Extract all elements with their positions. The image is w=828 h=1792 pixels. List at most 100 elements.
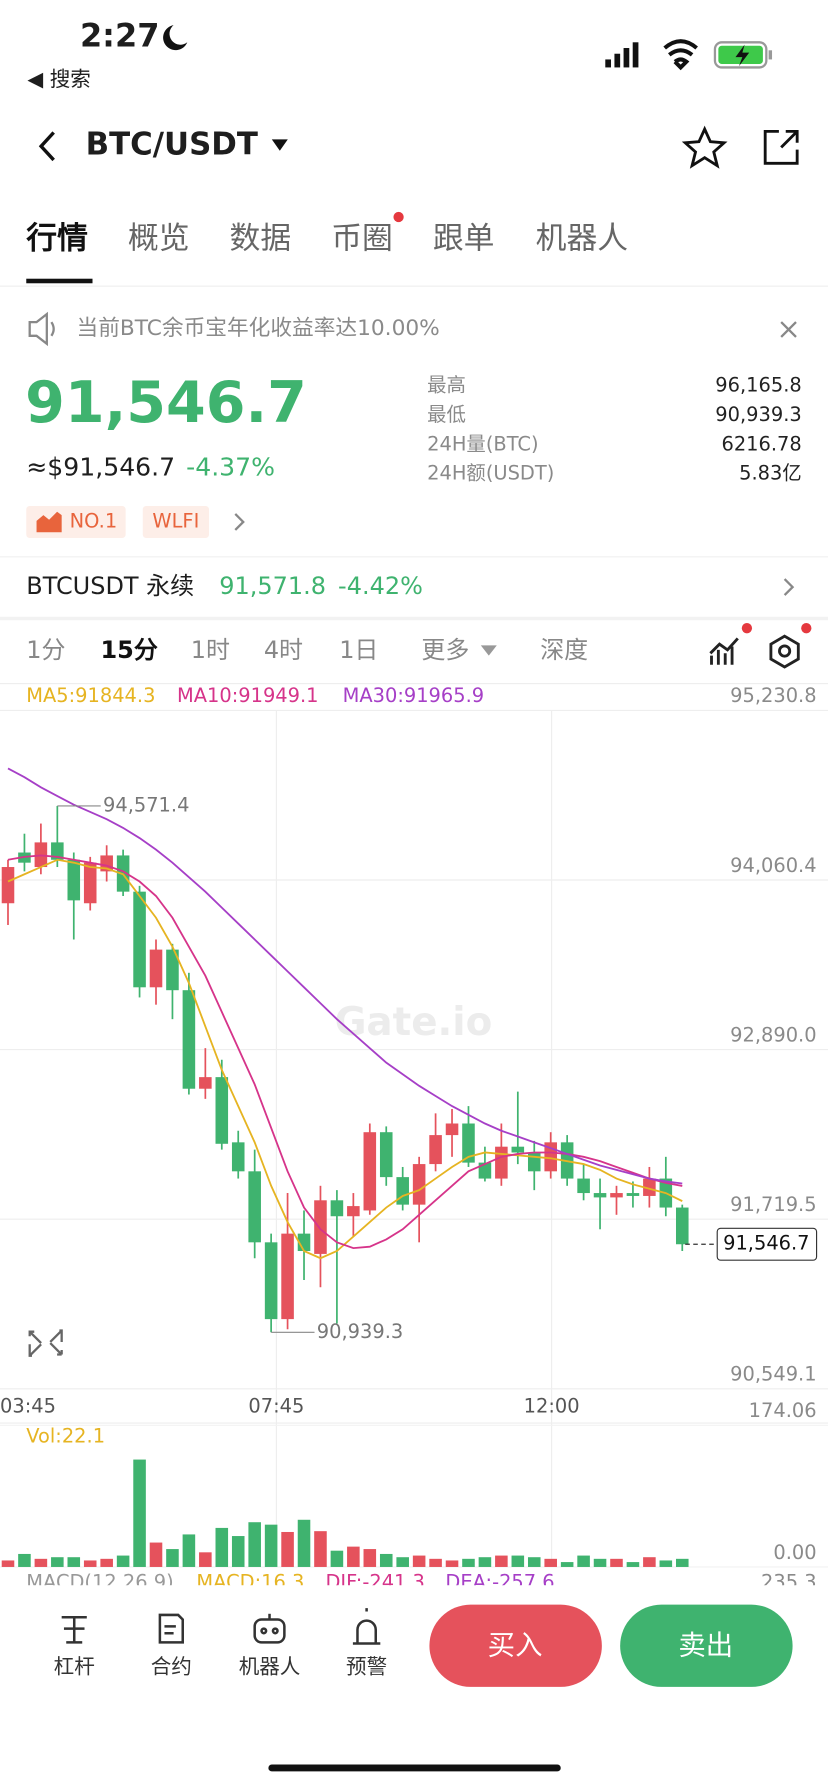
volume-bar bbox=[199, 1552, 212, 1567]
usd-price: ≈$91,546.7 bbox=[26, 452, 175, 481]
candle-body bbox=[215, 1077, 229, 1144]
candle-body bbox=[347, 1206, 360, 1217]
interval[interactable]: 深度 bbox=[540, 636, 588, 664]
ma-line bbox=[7, 767, 683, 1185]
interval[interactable]: 15分 bbox=[101, 636, 158, 664]
volume-bar bbox=[347, 1546, 360, 1567]
toolbar-label[interactable]: 杠杆 bbox=[54, 1654, 95, 1678]
volume-bar bbox=[314, 1531, 327, 1567]
stat-value: 6216.78 bbox=[721, 432, 801, 455]
divider bbox=[0, 683, 828, 685]
rank-tag-text[interactable]: NO.1 bbox=[70, 509, 118, 532]
interval[interactable]: 1分 bbox=[26, 636, 65, 664]
stat-label: 24H量(BTC) bbox=[427, 432, 538, 455]
volume-bar bbox=[429, 1558, 442, 1567]
candle-body bbox=[511, 1146, 525, 1153]
perpetual-change: -4.42% bbox=[338, 572, 423, 600]
active-tab-indicator bbox=[26, 278, 93, 284]
volume-bar bbox=[511, 1555, 525, 1567]
tab[interactable]: 概览 bbox=[128, 220, 190, 256]
tab[interactable]: 行情 bbox=[25, 220, 88, 256]
volume-bar bbox=[182, 1534, 196, 1567]
ma-label: MA5:91844.3 bbox=[26, 684, 155, 707]
toolbar-label[interactable]: 预警 bbox=[346, 1654, 387, 1678]
volume-bar bbox=[626, 1562, 640, 1567]
fullscreen-button[interactable] bbox=[28, 1329, 63, 1357]
stat-value: 90,939.3 bbox=[715, 403, 801, 426]
volume-bar bbox=[215, 1527, 229, 1567]
volume-bar bbox=[330, 1550, 344, 1567]
sell-button[interactable] bbox=[620, 1604, 793, 1687]
volume-bar bbox=[149, 1542, 163, 1567]
more-dropdown[interactable] bbox=[480, 645, 497, 656]
ma-line bbox=[7, 858, 683, 1260]
coin-tag[interactable] bbox=[142, 505, 209, 538]
tab[interactable]: 机器人 bbox=[536, 220, 629, 256]
back-button[interactable] bbox=[38, 131, 55, 162]
notice-text[interactable]: 当前BTC余币宝年化收益率达10.00% bbox=[77, 316, 440, 341]
coin-tag-text[interactable]: WLFI bbox=[152, 509, 199, 532]
volume-tick-label: 0.00 bbox=[773, 1541, 816, 1564]
candle-body bbox=[83, 862, 97, 904]
perpetual-more[interactable] bbox=[783, 578, 795, 596]
volume-bar bbox=[133, 1459, 146, 1567]
candle-body bbox=[182, 990, 196, 1089]
interval[interactable]: 1日 bbox=[339, 636, 378, 664]
volume-bar bbox=[231, 1536, 245, 1567]
battery-icon bbox=[713, 41, 773, 69]
volume-bar bbox=[34, 1558, 48, 1567]
toolbar-label[interactable]: 合约 bbox=[151, 1654, 192, 1678]
volume-bar bbox=[297, 1519, 311, 1567]
candle-body bbox=[199, 1077, 212, 1089]
divider bbox=[0, 616, 828, 621]
toolbar-label[interactable]: 机器人 bbox=[239, 1654, 301, 1678]
volume-bar bbox=[116, 1555, 130, 1567]
sell-label[interactable]: 卖出 bbox=[678, 1630, 733, 1661]
candle-body bbox=[149, 949, 163, 988]
last-price: 91,546.7 bbox=[25, 370, 307, 436]
favorite-button[interactable] bbox=[681, 125, 728, 169]
candle-body bbox=[67, 859, 81, 901]
share-button[interactable] bbox=[763, 129, 799, 165]
interval[interactable]: 4时 bbox=[264, 636, 303, 664]
candle-body bbox=[675, 1207, 689, 1245]
divider bbox=[0, 285, 828, 287]
pair-dropdown[interactable] bbox=[271, 139, 288, 151]
pair-title[interactable]: BTC/USDT bbox=[86, 127, 258, 163]
ma-label: MA30:91965.9 bbox=[343, 684, 485, 707]
volume-bar bbox=[166, 1549, 179, 1567]
settings-button[interactable] bbox=[769, 634, 800, 669]
volume-bar bbox=[495, 1555, 508, 1567]
y-tick-label: 91,719.5 bbox=[730, 1193, 816, 1216]
volume-bar bbox=[396, 1557, 409, 1567]
home-indicator bbox=[268, 1764, 561, 1772]
rank-icon bbox=[36, 511, 62, 533]
interval[interactable]: 更多 bbox=[421, 636, 469, 664]
candle-body bbox=[527, 1152, 541, 1172]
buy-label[interactable]: 买入 bbox=[488, 1630, 543, 1661]
back-to-search[interactable]: ◀ 搜索 bbox=[27, 67, 90, 91]
y-tick-label: 94,060.4 bbox=[730, 854, 816, 877]
tab[interactable]: 数据 bbox=[230, 220, 292, 256]
interval[interactable]: 1时 bbox=[191, 636, 230, 664]
candle-body bbox=[330, 1200, 344, 1217]
ma-label: MA10:91949.1 bbox=[177, 684, 319, 707]
tags-more[interactable] bbox=[234, 513, 245, 531]
last-price-label: 91,546.7 bbox=[723, 1232, 809, 1255]
buy-button[interactable] bbox=[429, 1604, 602, 1687]
wifi-icon bbox=[663, 39, 698, 71]
tab[interactable]: 跟单 bbox=[433, 220, 495, 256]
volume-bar bbox=[18, 1553, 31, 1567]
tab[interactable]: 币圈 bbox=[331, 220, 393, 256]
volume-bar bbox=[412, 1555, 426, 1567]
indicator-button[interactable] bbox=[709, 637, 739, 665]
settings-icon bbox=[778, 644, 792, 658]
candle-body bbox=[314, 1200, 327, 1254]
perpetual-name[interactable]: BTCUSDT 永续 bbox=[26, 572, 194, 600]
y-tick-label: 90,549.1 bbox=[730, 1363, 816, 1386]
close-notice[interactable] bbox=[780, 321, 797, 338]
volume-bar bbox=[264, 1524, 278, 1567]
candle-body bbox=[248, 1171, 261, 1243]
divider bbox=[0, 556, 828, 558]
x-tick-label: 07:45 bbox=[248, 1395, 304, 1418]
